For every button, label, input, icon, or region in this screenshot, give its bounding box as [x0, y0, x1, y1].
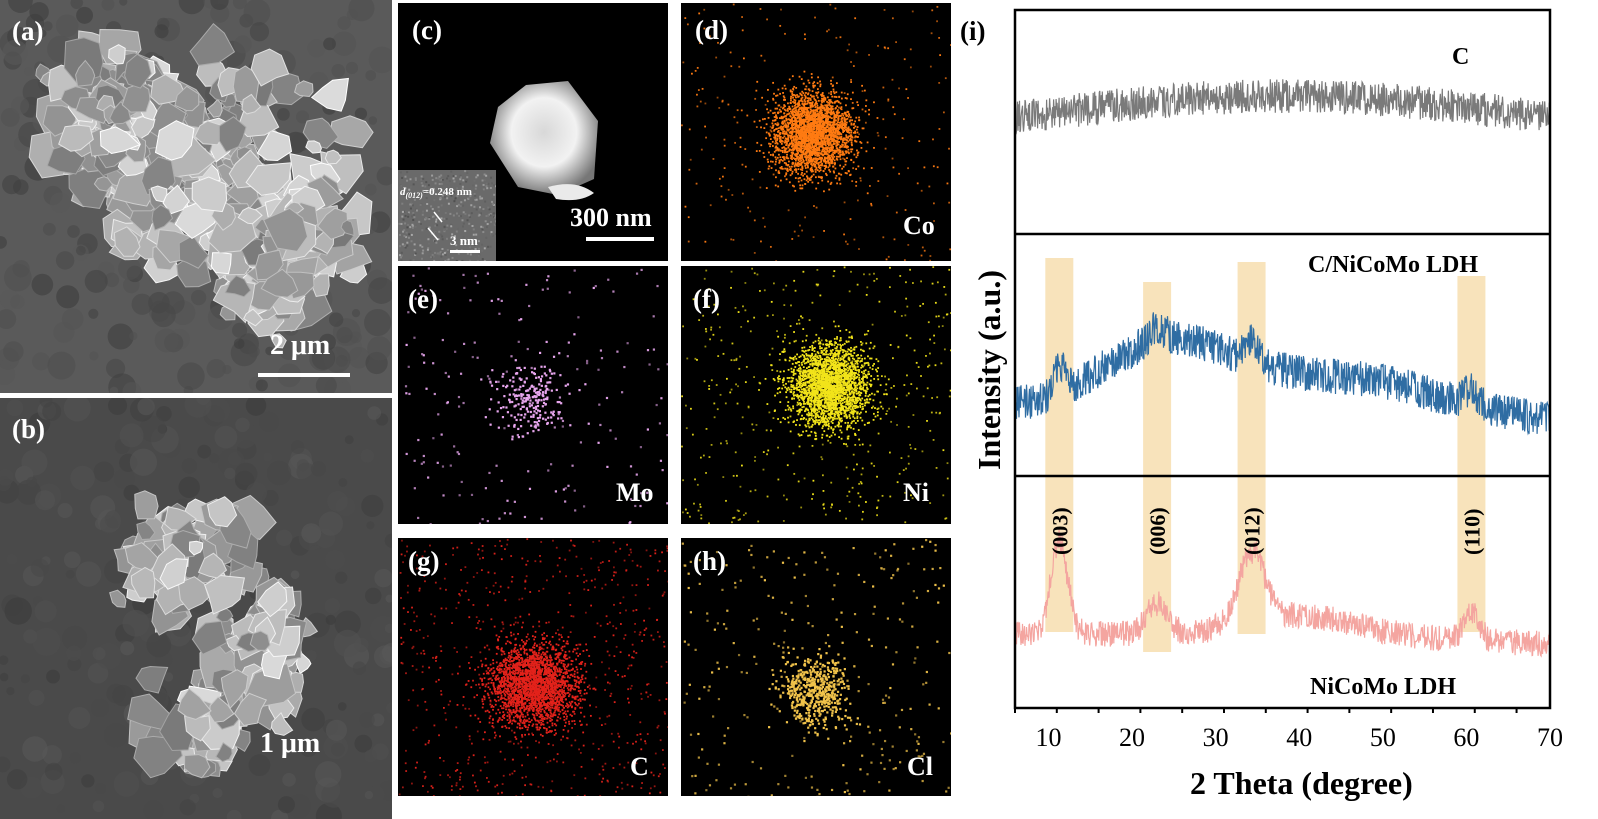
- peak-label-2: (012): [1240, 507, 1265, 555]
- hrtem-inset: d(012)=0.248 nm 3 nm: [398, 170, 496, 261]
- panel-label-d: (d): [695, 15, 728, 45]
- y-axis-label: Intensity (a.u.): [971, 270, 1007, 470]
- sem-panel-b: (b) 1 μm: [0, 398, 392, 819]
- scale-bar-label-b: 1 μm: [260, 728, 321, 759]
- x-axis-ticks: 10 20 30 40 50 60 70: [1014, 708, 1563, 752]
- panel-label-a: (a): [12, 16, 44, 46]
- series-nicomo-ldh-line: [1014, 529, 1551, 658]
- peak-band-2: [1237, 262, 1266, 634]
- series-c-line: [1014, 79, 1551, 135]
- haadf-panel-c: (c) d(012)=0.248 nm 3 nm 300 nm: [398, 3, 668, 261]
- series-label-nicomo-ldh: NiCoMo LDH: [1310, 674, 1456, 700]
- x-tick-label-20: 20: [1119, 723, 1145, 752]
- series-label-c-nicomo-ldh: C/NiCoMo LDH: [1308, 252, 1478, 278]
- element-label-c: C: [630, 752, 649, 781]
- eds-mo-dots: [404, 267, 668, 524]
- peak-band-3: [1457, 276, 1486, 632]
- inset-scale-label: 3 nm: [450, 233, 478, 248]
- x-axis-label: 2 Theta (degree): [1190, 765, 1413, 801]
- peak-label-1: (006): [1145, 507, 1170, 555]
- x-tick-label-50: 50: [1370, 723, 1396, 752]
- panel-label-g: (g): [408, 546, 440, 576]
- scale-bar-label-c: 300 nm: [570, 203, 652, 232]
- element-label-mo: Mo: [616, 478, 654, 507]
- element-label-cl: Cl: [907, 752, 933, 781]
- haadf-image: [490, 81, 598, 201]
- scale-bar-a: [258, 373, 350, 377]
- scale-bar-c: [586, 237, 654, 241]
- x-tick-label-30: 30: [1203, 723, 1229, 752]
- inset-scale-bar: [450, 250, 480, 253]
- series-c-path: [1014, 79, 1551, 135]
- series-label-c: C: [1452, 44, 1469, 70]
- peak-labels: (003) (006) (012) (110): [1047, 507, 1484, 555]
- panel-label-h: (h): [693, 546, 726, 576]
- panel-label-c: (c): [412, 15, 442, 45]
- element-label-ni: Ni: [903, 478, 929, 507]
- series-c-nicomo-ldh-line: [1014, 312, 1551, 436]
- eds-map-ni: (f) Ni: [681, 266, 951, 524]
- peak-highlights: [1045, 258, 1486, 652]
- x-tick-label-60: 60: [1453, 723, 1479, 752]
- x-tick-label-40: 40: [1286, 723, 1312, 752]
- plot-frame: [1013, 8, 1552, 710]
- sem-panel-a: (a) 2 μm: [0, 0, 392, 393]
- series-nicomo-ldh-path: [1014, 529, 1551, 658]
- panel-label-b: (b): [12, 414, 45, 444]
- panel-label-e: (e): [408, 284, 438, 314]
- scale-bar-label-a: 2 μm: [270, 330, 331, 361]
- peak-label-3: (110): [1459, 509, 1484, 555]
- x-tick-label-10: 10: [1035, 723, 1061, 752]
- eds-cl-dots: [681, 538, 951, 796]
- xrd-chart: (003) (006) (012) (110) 10 20 30 40 50 60 70 (i) …: [960, 8, 1563, 801]
- element-label-co: Co: [903, 211, 935, 240]
- sem-image-a: [0, 0, 392, 393]
- peak-band-0: [1045, 258, 1074, 632]
- sem-image-b: [0, 398, 392, 819]
- eds-map-cl: (h) Cl: [681, 538, 951, 796]
- d-spacing-label: d(012)=0.248 nm: [400, 186, 472, 201]
- peak-label-0: (003): [1047, 507, 1072, 555]
- eds-map-mo: (e) Mo: [398, 266, 668, 524]
- eds-map-co: (d) Co: [681, 3, 951, 261]
- eds-map-c: (g) C: [398, 538, 668, 796]
- x-tick-label-70: 70: [1537, 723, 1563, 752]
- series-c-nicomo-ldh-path: [1014, 312, 1551, 436]
- panel-label-f: (f): [693, 284, 720, 314]
- eds-co-dots: [681, 3, 951, 261]
- panel-label-i: (i): [960, 16, 985, 46]
- eds-c-dots: [398, 538, 668, 796]
- eds-ni-dots: [681, 266, 951, 524]
